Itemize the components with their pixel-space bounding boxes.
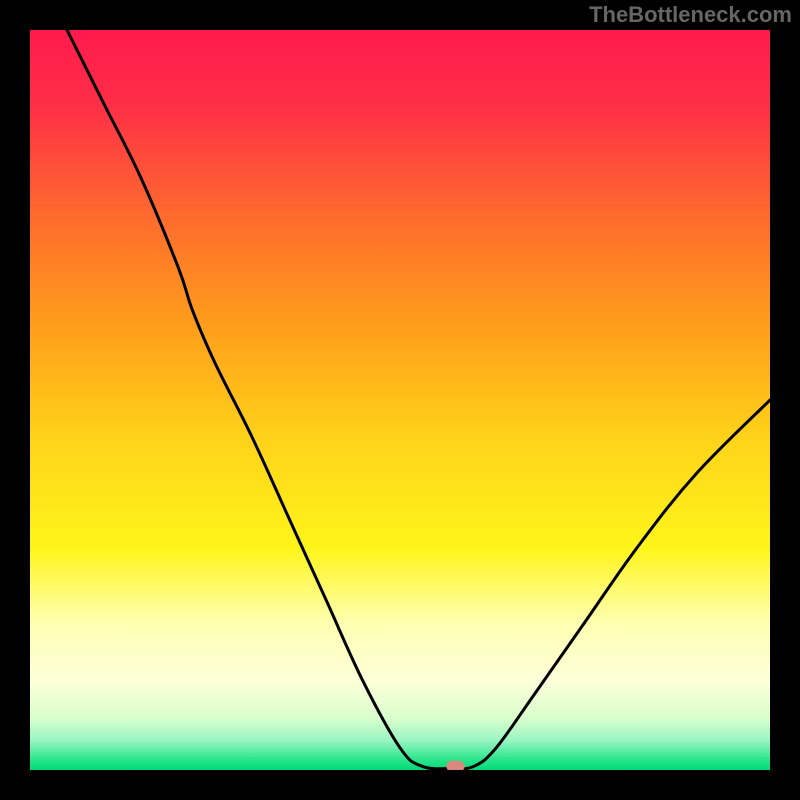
watermark-text: TheBottleneck.com: [589, 2, 792, 28]
chart-container: TheBottleneck.com: [0, 0, 800, 800]
chart-svg: [30, 30, 770, 770]
optimal-marker: [446, 761, 465, 770]
gradient-background: [30, 30, 770, 770]
plot-area: [30, 30, 770, 770]
